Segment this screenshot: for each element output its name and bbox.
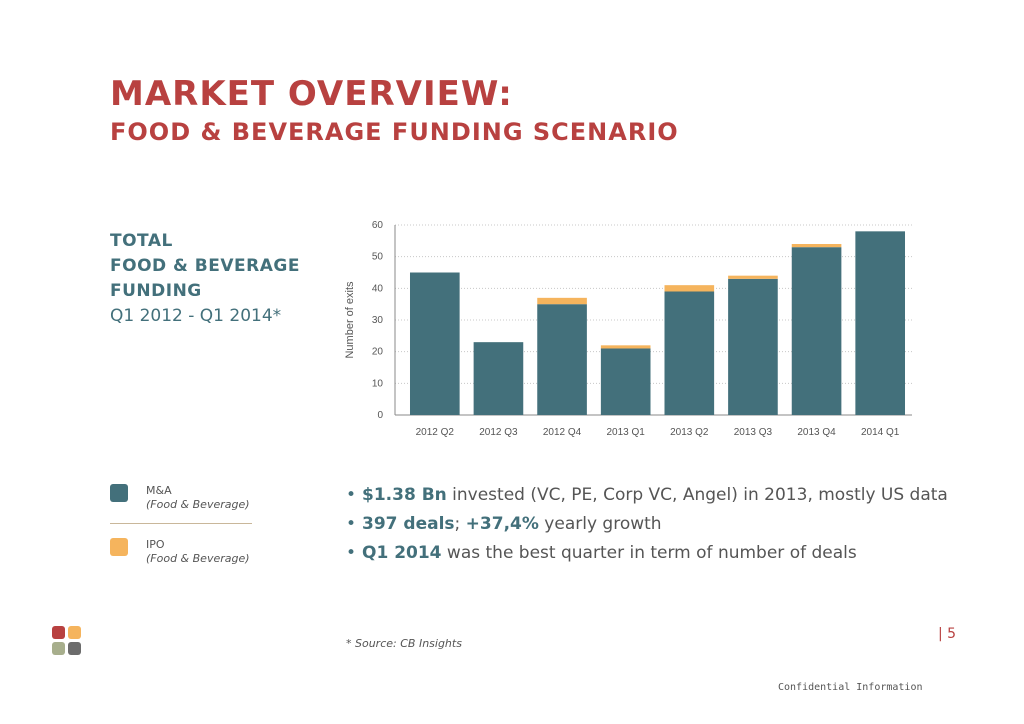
bullet-icon: • xyxy=(346,485,357,505)
y-tick-label: 30 xyxy=(372,315,384,326)
y-axis-label: Number of exits xyxy=(344,281,356,359)
bullet-icon: • xyxy=(346,514,357,534)
page-subtitle: FOOD & BEVERAGE FUNDING SCENARIO xyxy=(110,118,679,146)
key-point-best-quarter: • Q1 2014 was the best quarter in term of… xyxy=(346,539,948,568)
legend-swatch-ipo xyxy=(110,538,128,556)
key-point-investment-bold: $1.38 Bn xyxy=(362,485,447,505)
bar-m-a-2012-q2 xyxy=(409,272,460,415)
legend-ipo-label: IPO xyxy=(146,538,165,551)
bar-ipo-2013-q4 xyxy=(791,244,842,248)
x-tick-label: 2013 Q1 xyxy=(607,427,646,438)
bar-ipo-2013-q2 xyxy=(664,285,715,292)
side-heading-line3: FUNDING xyxy=(110,281,202,301)
legend-label-ma: M&A (Food & Beverage) xyxy=(146,484,250,512)
y-tick-label: 50 xyxy=(372,252,384,263)
bullet-icon: • xyxy=(346,543,357,563)
bar-m-a-2013-q2 xyxy=(664,291,715,415)
bar-ipo-2012-q4 xyxy=(537,297,587,305)
logo-square-1 xyxy=(52,626,65,639)
legend-swatch-ma xyxy=(110,484,128,502)
legend-ma-label: M&A xyxy=(146,484,172,497)
y-tick-label: 40 xyxy=(372,283,384,294)
bar-m-a-2013-q4 xyxy=(791,247,842,415)
bar-m-a-2012-q3 xyxy=(473,342,524,415)
y-tick-label: 10 xyxy=(372,378,384,389)
bar-m-a-2012-q4 xyxy=(537,304,587,415)
key-point-deals-bold: 397 deals xyxy=(362,514,455,534)
logo-square-2 xyxy=(68,626,81,639)
y-tick-label: 20 xyxy=(372,347,384,358)
key-point-investment: • $1.38 Bn invested (VC, PE, Corp VC, Ang… xyxy=(346,481,948,510)
bar-m-a-2014-q1 xyxy=(855,231,906,415)
key-point-deals-sep: ; xyxy=(454,514,466,534)
page-title: MARKET OVERVIEW: xyxy=(110,74,513,114)
side-heading-line2: FOOD & BEVERAGE xyxy=(110,256,300,276)
confidential-label: Confidential Information xyxy=(778,682,923,693)
funding-bar-chart: 0 10 20 30 40 50 60 Number of exits 2012 Q2 2012 … xyxy=(344,220,912,438)
legend-divider xyxy=(110,523,252,524)
logo-square-3 xyxy=(52,642,65,655)
key-points-list: • $1.38 Bn invested (VC, PE, Corp VC, Ang… xyxy=(346,481,948,568)
side-heading-line4: Q1 2012 - Q1 2014* xyxy=(110,306,282,326)
y-tick-label: 0 xyxy=(377,410,383,421)
company-logo-icon xyxy=(52,626,82,656)
x-tick-label: 2013 Q4 xyxy=(797,427,836,438)
key-point-best-quarter-text: was the best quarter in term of number o… xyxy=(441,543,857,563)
side-heading-line1: TOTAL xyxy=(110,231,173,251)
bar-ipo-2013-q3 xyxy=(728,275,778,279)
key-point-deals-text: yearly growth xyxy=(538,514,662,534)
x-tick-label: 2013 Q2 xyxy=(670,427,709,438)
x-tick-label: 2014 Q1 xyxy=(861,427,900,438)
y-tick-label: 60 xyxy=(372,220,384,231)
legend-ma-sub: (Food & Beverage) xyxy=(146,498,250,511)
key-point-best-quarter-bold: Q1 2014 xyxy=(362,543,442,563)
legend-ipo-sub: (Food & Beverage) xyxy=(146,552,250,565)
key-point-investment-text: invested (VC, PE, Corp VC, Angel) in 201… xyxy=(446,485,948,505)
x-tick-label: 2012 Q4 xyxy=(543,427,582,438)
page-number: | 5 xyxy=(938,626,957,642)
bar-m-a-2013-q1 xyxy=(600,348,651,415)
logo-square-4 xyxy=(68,642,81,655)
legend-label-ipo: IPO (Food & Beverage) xyxy=(146,538,250,566)
x-tick-label: 2013 Q3 xyxy=(734,427,773,438)
bar-ipo-2013-q1 xyxy=(600,345,651,349)
bar-m-a-2013-q3 xyxy=(728,278,778,415)
key-point-deals: • 397 deals; +37,4% yearly growth xyxy=(346,510,948,539)
x-tick-label: 2012 Q2 xyxy=(416,427,455,438)
source-note: * Source: CB Insights xyxy=(346,637,462,650)
side-heading: TOTAL FOOD & BEVERAGE FUNDING Q1 2012 - … xyxy=(110,229,300,329)
x-tick-label: 2012 Q3 xyxy=(479,427,518,438)
key-point-deals-growth: +37,4% xyxy=(465,514,539,534)
